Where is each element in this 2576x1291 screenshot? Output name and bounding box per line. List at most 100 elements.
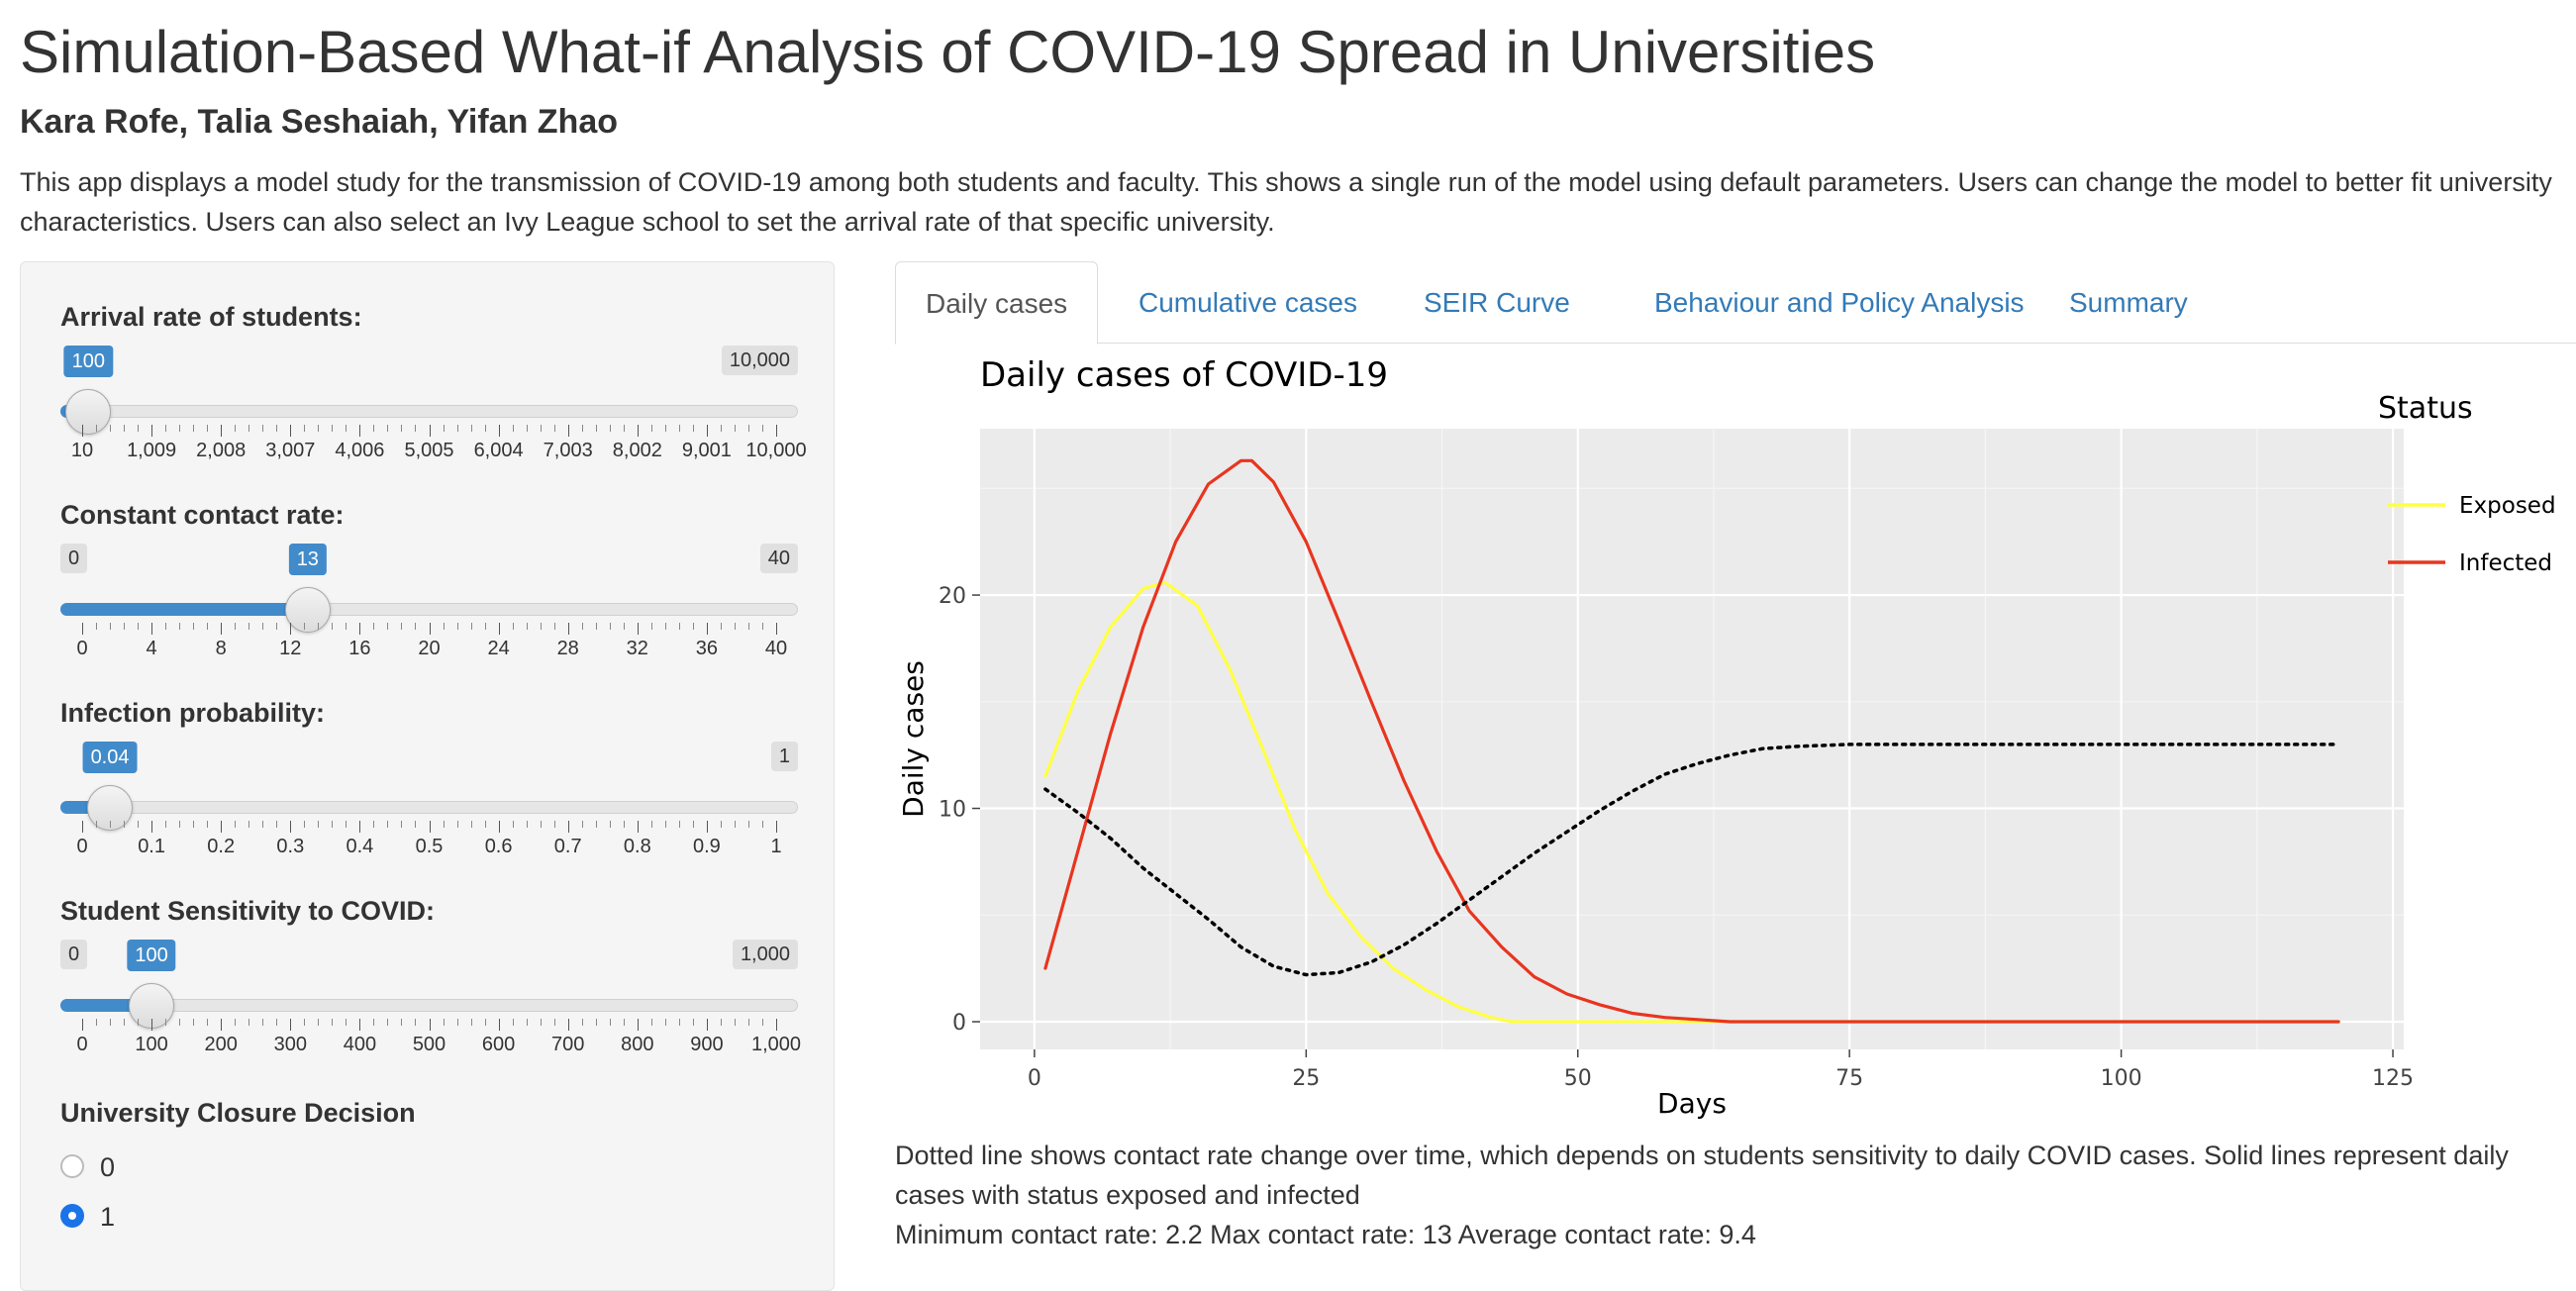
slider-tick bbox=[637, 623, 639, 635]
tab-daily-cases[interactable]: Daily cases bbox=[895, 261, 1099, 345]
slider-tick-label: 40 bbox=[764, 638, 788, 659]
slider-minor-tick bbox=[761, 1019, 763, 1026]
radio-button-0[interactable] bbox=[60, 1154, 84, 1178]
slider-tick bbox=[429, 623, 431, 635]
tabs-divider bbox=[895, 343, 2576, 344]
slider-minor-tick bbox=[124, 425, 126, 432]
slider-minor-tick bbox=[110, 623, 112, 630]
slider-minor-tick bbox=[346, 1019, 347, 1026]
slider-minor-tick bbox=[276, 1019, 278, 1026]
tab-cumulative-cases[interactable]: Cumulative cases bbox=[1139, 287, 1357, 318]
slider-control[interactable]: 0 1,000 100 0 100 200 300 400 500 600 700 800 900 1,0… bbox=[60, 940, 801, 1055]
radio-button-1[interactable] bbox=[60, 1204, 84, 1228]
slider-tick bbox=[498, 821, 500, 833]
slider-minor-tick bbox=[456, 821, 458, 828]
slider-tick bbox=[706, 623, 708, 635]
slider-minor-tick bbox=[720, 623, 722, 630]
slider-label: Constant contact rate: bbox=[60, 500, 345, 530]
slider-track[interactable] bbox=[60, 801, 798, 814]
slider-minor-tick bbox=[262, 623, 264, 630]
slider-minor-tick bbox=[318, 623, 320, 630]
slider-minor-tick bbox=[553, 1019, 555, 1026]
slider-minor-tick bbox=[623, 425, 625, 432]
slider-minor-tick bbox=[401, 1019, 403, 1026]
x-tick-label: 75 bbox=[1835, 1066, 1863, 1091]
slider-tick-label: 3,007 bbox=[265, 440, 316, 461]
slider-minor-tick bbox=[650, 1019, 652, 1026]
tab-summary[interactable]: Summary bbox=[2069, 287, 2188, 318]
slider-minor-tick bbox=[540, 425, 542, 432]
slider-minor-tick bbox=[193, 425, 195, 432]
slider-minor-tick bbox=[165, 623, 167, 630]
x-tick-label: 125 bbox=[2372, 1066, 2414, 1091]
slider-minor-tick bbox=[332, 623, 334, 630]
slider-minor-tick bbox=[124, 1019, 126, 1026]
slider-minor-tick bbox=[747, 623, 749, 630]
slider-tick-label: 10,000 bbox=[745, 440, 807, 461]
slider-minor-tick bbox=[470, 425, 472, 432]
slider-minor-tick bbox=[207, 623, 209, 630]
slider-minor-tick bbox=[581, 821, 583, 828]
slider-minor-tick bbox=[526, 623, 528, 630]
series-line-contact-rate bbox=[1043, 743, 2340, 977]
slider-tick-label: 500 bbox=[412, 1034, 446, 1055]
slider-tick bbox=[82, 1019, 83, 1031]
slider-ticks: 0 4 8 12 16 20 24 28 32 36 40 bbox=[60, 623, 798, 662]
y-tick-label: 10 bbox=[939, 798, 966, 823]
slider-minor-tick bbox=[248, 821, 250, 828]
slider-control[interactable]: 10,000 100 10 1,009 2,008 3,007 4,006 5,005 6,00… bbox=[60, 346, 807, 461]
slider-control[interactable]: 1 0.04 0 0.1 0.2 0.3 0.4 0.5 0.6 0.7 0.8 0.9 1 bbox=[60, 742, 798, 857]
slider-minor-tick bbox=[276, 821, 278, 828]
slider-handle[interactable] bbox=[65, 389, 112, 435]
tab-seir-curve[interactable]: SEIR Curve bbox=[1424, 287, 1570, 318]
slider-value-label: 0.04 bbox=[82, 742, 138, 773]
legend-label-exposed: Exposed bbox=[2459, 493, 2556, 519]
slider-minor-tick bbox=[526, 821, 528, 828]
slider-tick bbox=[706, 821, 708, 833]
slider-tick-label: 0.6 bbox=[484, 836, 513, 857]
slider-tick bbox=[429, 1019, 431, 1031]
slider-minor-tick bbox=[456, 1019, 458, 1026]
slider-max-label: 10,000 bbox=[721, 346, 798, 375]
slider-minor-tick bbox=[110, 1019, 112, 1026]
slider-tick bbox=[776, 425, 777, 437]
slider-minor-tick bbox=[96, 425, 98, 432]
slider-tick bbox=[359, 425, 361, 437]
slider-tick bbox=[776, 623, 777, 635]
slider-minor-tick bbox=[165, 821, 167, 828]
slider-minor-tick bbox=[664, 821, 666, 828]
slider-tick bbox=[82, 821, 83, 833]
slider-max-label: 40 bbox=[759, 544, 798, 573]
slider-tick bbox=[567, 821, 569, 833]
legend-label-infected: Infected bbox=[2459, 550, 2552, 576]
closure-decision-label: University Closure Decision bbox=[60, 1098, 416, 1128]
slider-tick bbox=[290, 821, 292, 833]
slider-minor-tick bbox=[650, 821, 652, 828]
slider-tick bbox=[429, 821, 431, 833]
slider-handle[interactable] bbox=[284, 587, 331, 633]
slider-tick-label: 800 bbox=[621, 1034, 654, 1055]
slider-minor-tick bbox=[332, 821, 334, 828]
slider-minor-tick bbox=[678, 1019, 680, 1026]
slider-control[interactable]: 0 40 13 0 4 8 12 16 20 24 28 32 36 40 bbox=[60, 544, 798, 659]
tab-behaviour-policy[interactable]: Behaviour and Policy Analysis bbox=[1654, 287, 2025, 318]
slider-minor-tick bbox=[262, 821, 264, 828]
slider-tick-label: 0.1 bbox=[138, 836, 165, 857]
slider-tick-label: 200 bbox=[204, 1034, 238, 1055]
radio-label-0: 0 bbox=[100, 1152, 116, 1182]
legend-title: Status bbox=[2378, 391, 2473, 426]
slider-minor-tick bbox=[470, 1019, 472, 1026]
slider-minor-tick bbox=[235, 1019, 237, 1026]
slider-tick bbox=[290, 425, 292, 437]
slider-minor-tick bbox=[747, 425, 749, 432]
slider-tick bbox=[776, 821, 777, 833]
slider-minor-tick bbox=[262, 425, 264, 432]
slider-minor-tick bbox=[692, 623, 694, 630]
slider-minor-tick bbox=[235, 821, 237, 828]
slider-minor-tick bbox=[262, 1019, 264, 1026]
slider-minor-tick bbox=[318, 425, 320, 432]
slider-track[interactable] bbox=[60, 405, 798, 418]
slider-tick-label: 6,004 bbox=[473, 440, 524, 461]
slider-minor-tick bbox=[415, 1019, 417, 1026]
slider-minor-tick bbox=[623, 1019, 625, 1026]
